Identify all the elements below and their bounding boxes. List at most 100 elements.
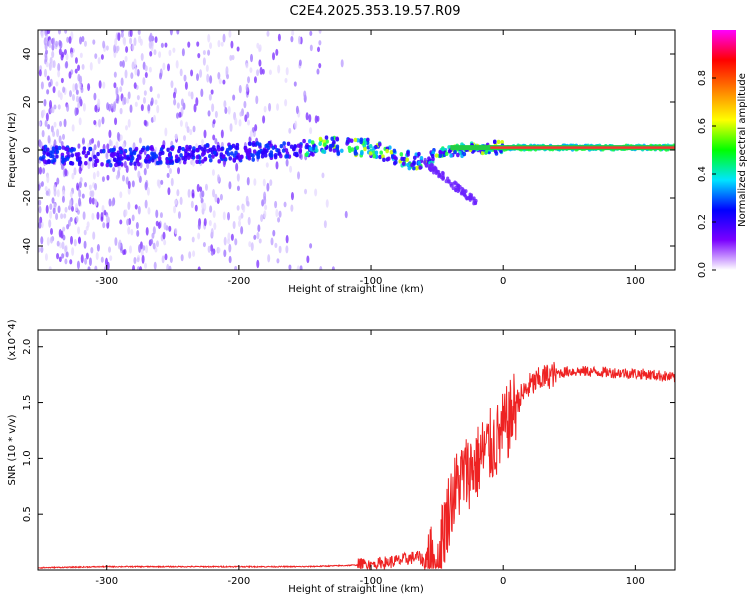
spectrogram-cell bbox=[131, 180, 135, 188]
spectrogram-cell bbox=[108, 139, 112, 147]
spectrogram-cell bbox=[393, 161, 397, 166]
spectrogram-cell bbox=[134, 66, 138, 76]
spectrogram-cell bbox=[164, 42, 168, 48]
spectrogram-cell bbox=[145, 244, 149, 254]
spectrogram-cell bbox=[129, 30, 133, 38]
spectrogram-cell bbox=[47, 30, 51, 35]
spectrogram-cell bbox=[57, 145, 62, 151]
spectrogram-cell bbox=[223, 236, 227, 246]
spectrogram-cell bbox=[155, 240, 159, 248]
spectrogram-cell bbox=[277, 33, 281, 42]
spectrogram-cell bbox=[41, 129, 45, 138]
spectrogram-cell bbox=[120, 77, 124, 86]
spectrogram-cell bbox=[70, 235, 74, 245]
spectrogram-cell bbox=[113, 82, 117, 89]
spectrogram-x-tick-label: 0 bbox=[500, 276, 506, 287]
spectrogram-cell bbox=[407, 165, 412, 171]
spectrogram-cell bbox=[140, 53, 144, 61]
spectrogram-cell bbox=[246, 176, 250, 186]
snr-x-ticks: -300 -200 -100 0 100 bbox=[95, 330, 645, 587]
spectrogram-cell bbox=[87, 266, 91, 270]
spectrogram-cell bbox=[247, 216, 251, 226]
spectrogram-cell bbox=[96, 211, 100, 220]
spectrogram-cell bbox=[173, 98, 177, 106]
spectrogram-cell bbox=[298, 153, 302, 159]
spectrogram-cell bbox=[42, 150, 47, 156]
spectrogram-cell bbox=[175, 60, 179, 69]
spectrogram-cell bbox=[168, 49, 172, 57]
spectrogram-cell bbox=[236, 173, 240, 182]
spectrogram-cell bbox=[78, 117, 82, 126]
spectrogram-cell bbox=[54, 145, 59, 150]
spectrogram-cell bbox=[230, 40, 234, 49]
spectrogram-cell bbox=[310, 140, 315, 145]
spectrogram-cell bbox=[50, 125, 54, 133]
spectrogram-cell bbox=[192, 250, 196, 258]
spectrogram-cell bbox=[275, 48, 279, 56]
spectrogram-cell bbox=[263, 195, 267, 205]
spectrogram-cell bbox=[155, 209, 159, 219]
spectrogram-cell bbox=[132, 264, 136, 270]
spectrogram-cell bbox=[302, 138, 306, 144]
spectrogram-cell bbox=[120, 31, 124, 38]
spectrogram-cell bbox=[200, 197, 204, 204]
spectrogram-cell bbox=[113, 44, 117, 54]
spectrogram-cell bbox=[239, 111, 243, 117]
spectrogram-cell bbox=[89, 190, 93, 198]
spectrogram-cell bbox=[47, 159, 51, 164]
spectrogram-cell bbox=[117, 241, 121, 250]
spectrogram-cell bbox=[152, 152, 157, 157]
spectrogram-cell bbox=[89, 139, 93, 146]
spectrogram-cell bbox=[116, 45, 120, 52]
spectrogram-cell bbox=[75, 215, 79, 223]
spectrogram-cell bbox=[237, 220, 241, 228]
spectrogram-cell bbox=[81, 193, 85, 199]
spectrogram-cell bbox=[195, 97, 199, 107]
spectrogram-cell bbox=[243, 100, 247, 109]
spectrogram-cell bbox=[256, 155, 261, 160]
spectrogram-cell bbox=[260, 154, 265, 159]
spectrogram-cell bbox=[51, 154, 55, 159]
spectrogram-cell bbox=[186, 126, 190, 134]
spectrogram-cell bbox=[279, 153, 283, 159]
spectrogram-cell bbox=[144, 65, 148, 72]
spectrogram-cell bbox=[226, 151, 231, 157]
spectrogram-cell bbox=[127, 180, 131, 190]
spectrogram-cell bbox=[64, 206, 68, 213]
spectrogram-cell bbox=[51, 149, 55, 154]
spectrogram-cell bbox=[134, 101, 138, 107]
snr-frame bbox=[37, 329, 676, 571]
spectrogram-cell bbox=[249, 67, 253, 74]
spectrogram-cell bbox=[107, 159, 111, 164]
spectrogram-cell bbox=[144, 262, 148, 269]
spectrogram-cell bbox=[238, 119, 242, 127]
spectrogram-cell bbox=[270, 237, 274, 246]
spectrogram-cell bbox=[276, 258, 280, 264]
spectrogram-cell bbox=[297, 171, 301, 180]
spectrogram-cell bbox=[197, 222, 201, 230]
spectrogram-cell bbox=[378, 154, 382, 160]
spectrogram-cell bbox=[192, 125, 196, 133]
spectrogram-cell bbox=[418, 165, 423, 170]
snr-y-tick-label: 1.0 bbox=[22, 450, 33, 466]
spectrogram-cell bbox=[97, 98, 101, 108]
spectrogram-cell bbox=[80, 254, 84, 264]
spectrogram-cell bbox=[199, 186, 203, 193]
spectrogram-cell bbox=[136, 68, 140, 77]
spectrogram-cell bbox=[242, 204, 246, 213]
spectrogram-cell bbox=[359, 139, 363, 145]
spectrogram-cell bbox=[44, 42, 48, 51]
spectrogram-cell bbox=[108, 198, 112, 207]
spectrogram-cell bbox=[209, 205, 213, 213]
spectrogram-cell bbox=[304, 188, 308, 195]
spectrogram-cell bbox=[142, 77, 146, 86]
spectrogram-cell bbox=[318, 40, 322, 46]
spectrogram-cell bbox=[77, 156, 82, 161]
spectrogram-cell bbox=[288, 264, 292, 270]
snr-y-label: SNR (10 * v/v) bbox=[7, 414, 18, 485]
spectrogram-cell bbox=[116, 161, 121, 167]
spectrogram-cell bbox=[58, 256, 62, 263]
spectrogram-cell bbox=[71, 124, 75, 132]
spectrogram-cell bbox=[309, 44, 313, 52]
spectrogram-cell bbox=[191, 159, 195, 167]
